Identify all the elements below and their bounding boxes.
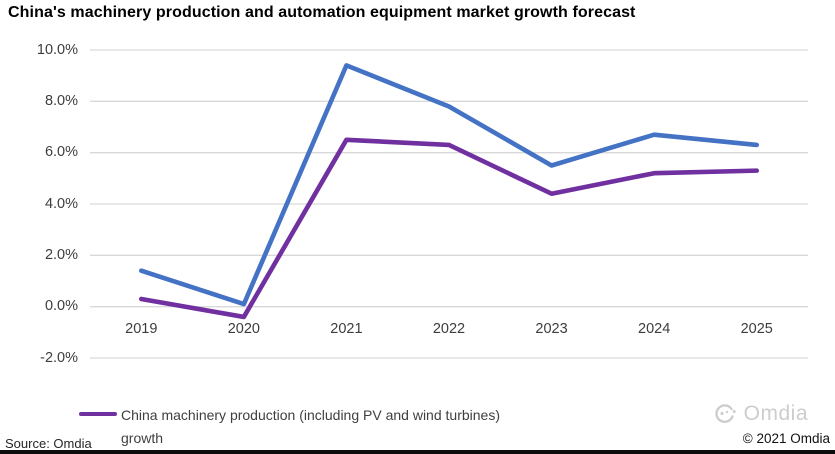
y-axis-tick-label: 10.0% xyxy=(36,41,78,58)
x-axis-tick-label: 2024 xyxy=(638,321,671,337)
y-axis-tick-label: 4.0% xyxy=(44,195,78,212)
legend: China machinery production (including PV… xyxy=(79,404,513,450)
y-axis-tick-label: 2.0% xyxy=(44,246,78,263)
y-axis-tick-label: 6.0% xyxy=(44,144,78,161)
omdia-logo-icon xyxy=(714,404,736,423)
legend-label-machinery: China machinery production (including PV… xyxy=(121,407,500,446)
x-axis-tick-label: 2022 xyxy=(432,321,466,337)
x-axis-tick-label: 2025 xyxy=(740,321,773,337)
x-axis-tick-label: 2023 xyxy=(535,321,568,337)
legend-swatch-machinery xyxy=(79,412,117,416)
y-axis-tick-label: 0.0% xyxy=(44,298,78,315)
copyright-label: © 2021 Omdia xyxy=(742,431,830,446)
x-axis-tick-label: 2019 xyxy=(125,321,158,337)
omdia-logo-text: Omdia xyxy=(743,402,808,425)
source-label: Source: Omdia xyxy=(5,436,92,451)
chart-title: China's machinery production and automat… xyxy=(8,4,636,21)
series-line-machinery xyxy=(138,137,760,320)
x-axis-tick-label: 2020 xyxy=(227,321,260,337)
bottom-divider xyxy=(0,450,835,454)
omdia-watermark: Omdia xyxy=(710,400,808,428)
y-axis-tick-label: -2.0% xyxy=(40,349,78,366)
series-line-blue xyxy=(138,63,760,307)
y-axis-tick-label: 8.0% xyxy=(44,92,78,109)
x-axis-tick-label: 2021 xyxy=(330,321,363,337)
